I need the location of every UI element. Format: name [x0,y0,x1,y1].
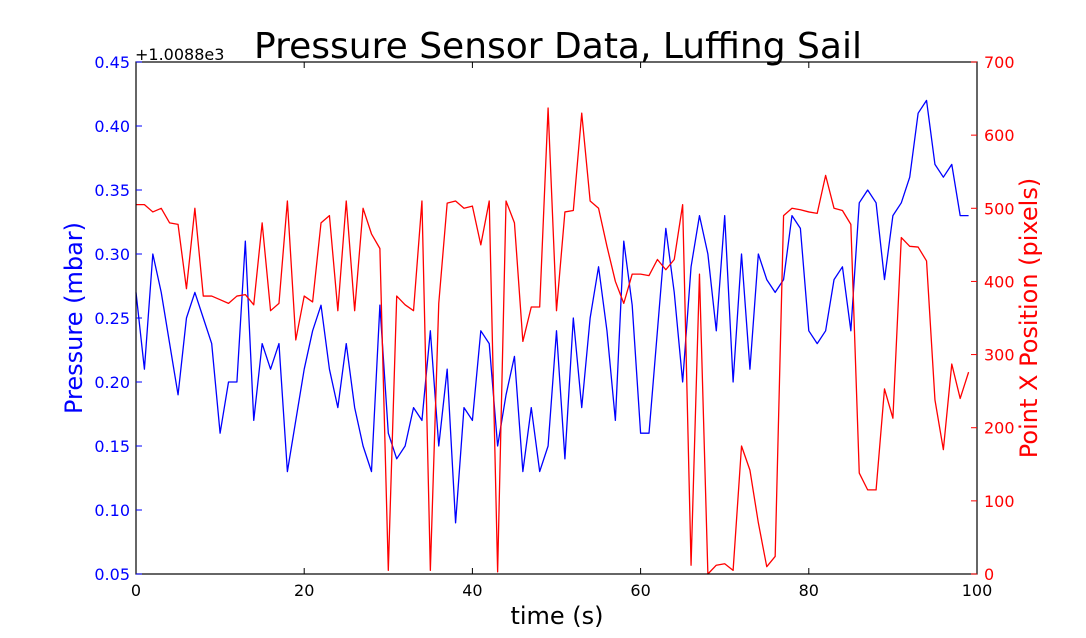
y-left-tick-label: 0.05 [94,565,130,584]
x-tick-label: 40 [462,581,482,600]
y-axis-label-right: Point X Position (pixels) [1015,178,1043,458]
y-right-tick-label: 300 [984,346,1015,365]
x-tick-label: 0 [131,581,141,600]
y-right-tick-label: 600 [984,126,1015,145]
y-right-tick-label: 200 [984,419,1015,438]
y-right-tick-label: 0 [984,565,994,584]
y-right-tick-label: 100 [984,492,1015,511]
x-tick-label: 100 [962,581,993,600]
y-left-tick-label: 0.30 [94,245,130,264]
y-right-tick-label: 700 [984,53,1015,72]
x-tick-label: 80 [799,581,819,600]
position-series-line [136,107,970,575]
y-right-tick-label: 400 [984,272,1015,291]
chart-title: Pressure Sensor Data, Luffing Sail [254,26,862,67]
y-left-tick-label: 0.25 [94,309,130,328]
y-left-tick-label: 0.15 [94,437,130,456]
y-left-tick-label: 0.40 [94,117,130,136]
x-tick-label: 20 [294,581,314,600]
y-left-tick-label: 0.45 [94,53,130,72]
y-axis-label-left: Pressure (mbar) [60,222,88,414]
series-group [135,99,970,575]
pressure-series-line [135,99,969,524]
x-tick-label: 60 [630,581,650,600]
y-offset-label: +1.0088e3 [135,45,224,64]
y-left-tick-label: 0.20 [94,373,130,392]
x-axis-label: time (s) [510,602,603,630]
y-left-tick-label: 0.35 [94,181,130,200]
y-left-tick-label: 0.10 [94,501,130,520]
y-right-tick-label: 500 [984,199,1015,218]
plot-frame [135,61,978,575]
